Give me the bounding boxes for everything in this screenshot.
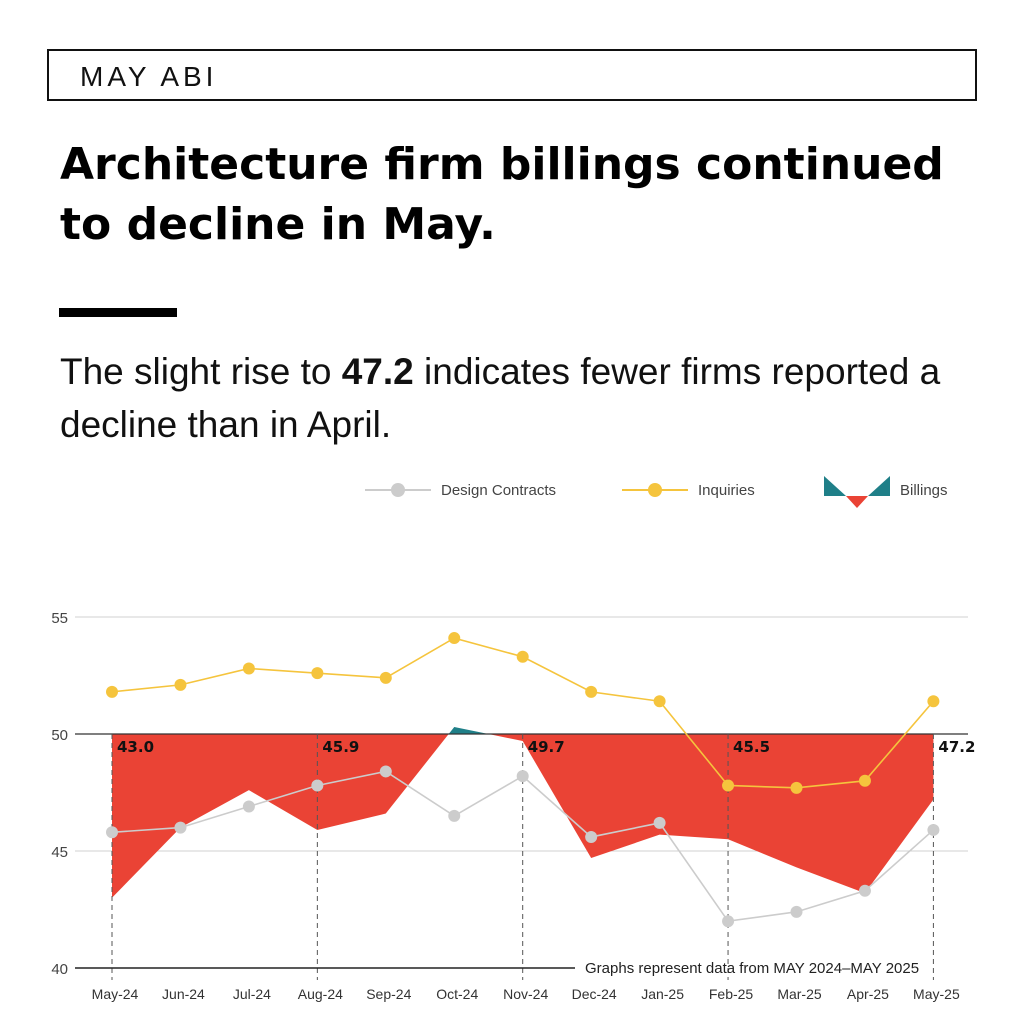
legend-billings: Billings [824, 476, 948, 508]
x-tick-label: Jan-25 [641, 986, 684, 1002]
annotation-label: 45.5 [733, 738, 770, 756]
inquiries-point [858, 774, 871, 787]
inquiries-point [106, 685, 118, 698]
billings-area-above [112, 726, 934, 734]
annotation-label: 43.0 [117, 738, 154, 756]
x-tick-label: Jul-24 [233, 986, 271, 1002]
legend-billings-label: Billings [900, 481, 948, 499]
headline-line-1: Architecture firm billings continued [60, 139, 944, 190]
legend-inquiries: Inquiries [622, 476, 755, 504]
subhead: The slight rise to 47.2 indicates fewer … [60, 345, 980, 451]
design-contracts-point [242, 800, 255, 813]
chart-plot: 40 45 50 55 Graphs represent data from MAY 2… [51, 610, 975, 1002]
design-contracts-point [858, 884, 871, 897]
header-tag-box: MAY ABI [47, 49, 977, 101]
x-tick-label: Aug-24 [298, 986, 343, 1002]
inquiries-point [311, 667, 324, 680]
inquiries-point [174, 678, 187, 691]
inquiries-point [516, 650, 529, 663]
chart-note: Graphs represent data from MAY 2024–MAY … [585, 960, 919, 977]
subhead-value: 47.2 [341, 351, 414, 392]
design-contracts-point [585, 830, 598, 843]
subhead-pre: The slight rise to [60, 351, 342, 392]
design-contracts-point [379, 765, 392, 778]
inquiries-point [722, 779, 735, 792]
x-tick-label: Jun-24 [162, 986, 205, 1002]
x-tick-label: Oct-24 [436, 986, 478, 1002]
design-contracts-point [106, 826, 118, 839]
header-tag: MAY ABI [80, 61, 218, 92]
legend-inquiries-label: Inquiries [698, 481, 755, 499]
inquiries-point [379, 671, 392, 684]
inquiries-point [790, 781, 803, 794]
divider-rule [59, 308, 177, 317]
annotation-label: 45.9 [322, 738, 359, 756]
design-contracts-point [516, 770, 529, 783]
headline: Architecture firm billings continued to … [60, 135, 980, 255]
inquiries-point [585, 685, 598, 698]
design-contracts-point [790, 905, 803, 918]
design-contracts-point [722, 915, 735, 928]
design-contracts-point [174, 821, 187, 834]
x-tick-label: Apr-25 [847, 986, 889, 1002]
legend-design-contracts: Design Contracts [365, 476, 556, 504]
inquiries-point [927, 695, 940, 708]
design-contracts-point [927, 823, 940, 836]
y-tick-label: 40 [51, 961, 68, 978]
design-contracts-point [448, 809, 461, 822]
legend-design-contracts-swatch [365, 483, 431, 497]
y-tick-label: 55 [51, 610, 68, 627]
inquiries-point [653, 695, 666, 708]
x-tick-label: Dec-24 [572, 986, 617, 1002]
inquiries-point [448, 632, 461, 645]
x-tick-label: Mar-25 [777, 986, 822, 1002]
x-tick-label: Sep-24 [366, 986, 411, 1002]
headline-line-2: to decline in May. [60, 199, 496, 250]
design-contracts-point [311, 779, 324, 792]
legend-inquiries-swatch [622, 483, 688, 497]
annotation-label: 47.2 [938, 738, 975, 756]
annotation-label: 49.7 [528, 738, 565, 756]
design-contracts-point [653, 816, 666, 829]
legend-billings-swatch [824, 476, 890, 508]
y-tick-label: 45 [51, 844, 68, 861]
x-tick-label: May-25 [913, 986, 960, 1002]
legend-design-contracts-label: Design Contracts [441, 481, 557, 499]
x-tick-label: May-24 [92, 986, 139, 1002]
inquiries-point [242, 662, 255, 675]
subhead-post: indicates fewer firms reported a decline… [60, 351, 941, 445]
y-tick-label: 50 [51, 727, 68, 744]
x-tick-label: Feb-25 [709, 986, 754, 1002]
x-tick-label: Nov-24 [503, 986, 548, 1002]
